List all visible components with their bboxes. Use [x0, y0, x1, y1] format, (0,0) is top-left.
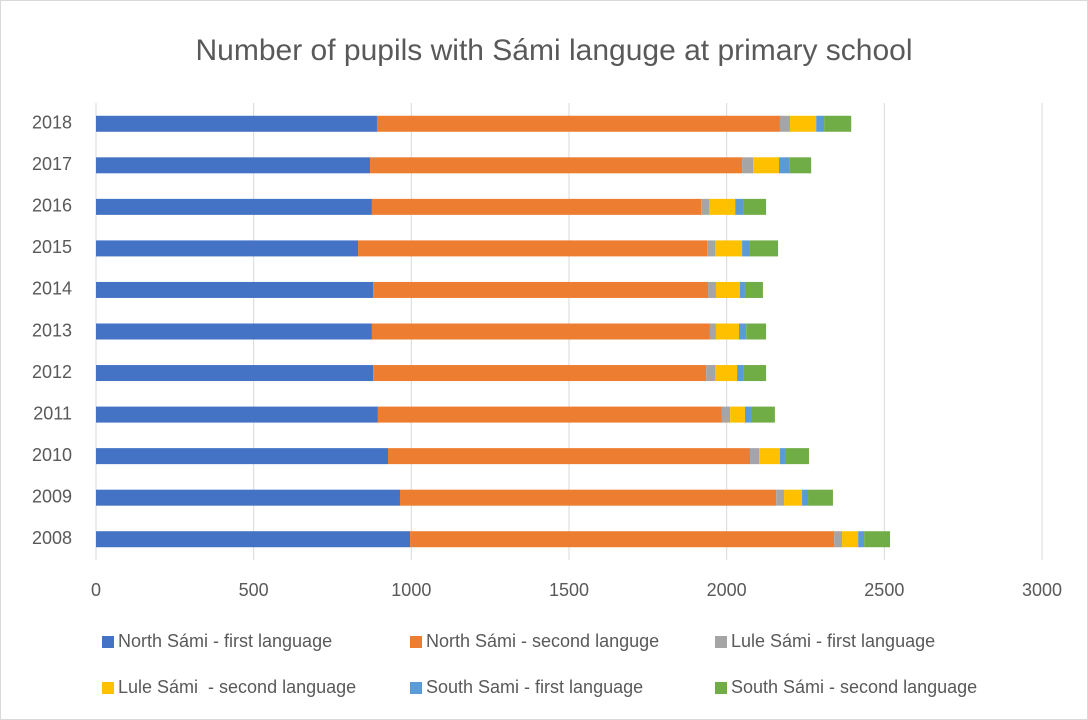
bar-segment [706, 365, 715, 382]
bar-segment [96, 323, 372, 340]
bar-segment [721, 406, 731, 423]
bar-segment [96, 406, 378, 423]
x-tick-label: 2500 [864, 580, 904, 600]
bar-segment [377, 406, 722, 423]
bar-segment [714, 365, 738, 382]
y-tick-label: 2017 [32, 154, 72, 174]
legend-label: North Sámi - second languge [426, 631, 659, 651]
bar-segment [96, 198, 372, 215]
bar-segment [410, 531, 835, 548]
y-tick-label: 2009 [32, 486, 72, 506]
bar-segment [714, 240, 743, 257]
legend-swatch [715, 636, 727, 648]
bar-segment [371, 323, 710, 340]
y-tick-label: 2016 [32, 196, 72, 216]
bar-segment [744, 281, 763, 298]
bar-segment [824, 115, 852, 132]
bar-segment [834, 531, 843, 548]
bar-segment [743, 365, 767, 382]
bar-segment [96, 448, 388, 465]
y-tick-label: 2010 [32, 445, 72, 465]
legend-swatch [410, 682, 422, 694]
bar-segment [96, 281, 374, 298]
legend-label: South Sámi - second language [731, 677, 977, 697]
legend-label: North Sámi - first language [118, 631, 332, 651]
bar-segment [842, 531, 859, 548]
y-tick-label: 2018 [32, 113, 72, 133]
bar-segment [739, 281, 745, 298]
bar-segment [750, 406, 775, 423]
bar-segment [750, 448, 760, 465]
bar-segment [373, 365, 707, 382]
bar-segment [96, 489, 400, 506]
bar-segment [709, 323, 716, 340]
x-tick-label: 1000 [391, 580, 431, 600]
bar-segment [96, 365, 374, 382]
bar-segment [816, 115, 825, 132]
bar-segment [737, 365, 744, 382]
bar-segment [371, 198, 702, 215]
bar-segment [753, 157, 780, 174]
legend-swatch [410, 636, 422, 648]
x-tick-label: 1500 [549, 580, 589, 600]
bar-segment [759, 448, 780, 465]
bar-segment [96, 157, 371, 174]
y-tick-label: 2013 [32, 320, 72, 340]
y-tick-label: 2014 [32, 279, 72, 299]
bar-segment [735, 198, 744, 215]
x-tick-label: 2000 [707, 580, 747, 600]
bar-segment [742, 157, 754, 174]
bar-segment [776, 489, 785, 506]
bar-segment [358, 240, 708, 257]
bar-segment [96, 240, 359, 257]
y-tick-label: 2011 [33, 403, 72, 423]
y-tick-label: 2012 [32, 362, 72, 382]
bar-segment [789, 157, 812, 174]
bar-segment [701, 198, 710, 215]
bar-segment [858, 531, 865, 548]
legend-swatch [102, 682, 114, 694]
bar-segment [96, 531, 411, 548]
x-tick-label: 0 [91, 580, 101, 600]
bar-segment [709, 198, 736, 215]
bar-segment [779, 115, 791, 132]
bar-segment [387, 448, 751, 465]
bar-segment [785, 448, 809, 465]
y-tick-label: 2008 [32, 528, 72, 548]
bar-segment [779, 448, 786, 465]
bar-segment [715, 323, 739, 340]
bar-segment [715, 281, 740, 298]
bar-segment [744, 406, 751, 423]
bar-segment [790, 115, 817, 132]
bar-segment [376, 115, 780, 132]
legend-label: Lule Sámi - second language [118, 677, 356, 697]
x-tick-label: 500 [239, 580, 269, 600]
legend-label: Lule Sámi - first language [731, 631, 935, 651]
bar-segment [808, 489, 833, 506]
legend-swatch [102, 636, 114, 648]
bar-segment [749, 240, 779, 257]
chart-title: Number of pupils with Sámi languge at pr… [196, 34, 913, 67]
bar-segment [864, 531, 891, 548]
y-tick-label: 2015 [32, 237, 72, 257]
bar-segment [730, 406, 745, 423]
bar-segment [779, 157, 790, 174]
legend-swatch [715, 682, 727, 694]
bar-segment [738, 323, 747, 340]
bar-segment [708, 281, 716, 298]
bar-segment [742, 240, 750, 257]
bar-segment [743, 198, 767, 215]
x-tick-label: 3000 [1022, 580, 1062, 600]
bar-segment [707, 240, 715, 257]
bar-segment [802, 489, 809, 506]
bar-segment [370, 157, 743, 174]
legend-label: South Sami - first language [426, 677, 643, 697]
bar-segment [399, 489, 777, 506]
bar-segment [373, 281, 709, 298]
bar-segment [784, 489, 803, 506]
bar-segment [96, 115, 377, 132]
bar-segment [746, 323, 767, 340]
